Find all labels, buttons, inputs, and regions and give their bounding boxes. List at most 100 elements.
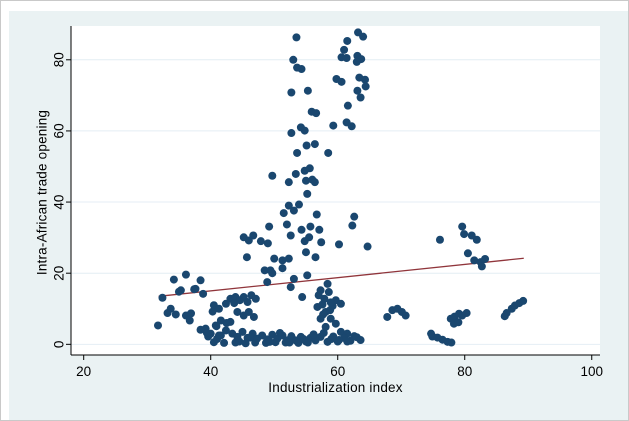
- data-point: [263, 278, 272, 287]
- y-tick-label: 80: [52, 52, 67, 67]
- data-point: [361, 75, 370, 84]
- data-point: [326, 298, 335, 307]
- data-point: [331, 319, 340, 328]
- data-point: [216, 331, 225, 340]
- data-point: [222, 318, 231, 327]
- data-point: [352, 57, 361, 66]
- data-point: [289, 55, 298, 64]
- data-point: [282, 220, 291, 229]
- data-point: [470, 256, 479, 265]
- data-point: [196, 276, 205, 285]
- data-point: [324, 148, 333, 157]
- data-point: [291, 169, 300, 178]
- data-point: [285, 338, 294, 347]
- data-point: [268, 171, 277, 180]
- y-tick-label: 60: [52, 123, 67, 138]
- data-point: [298, 293, 307, 302]
- data-point: [343, 36, 352, 45]
- data-point: [340, 45, 349, 54]
- data-point: [279, 209, 288, 218]
- data-point: [301, 248, 310, 257]
- data-point: [337, 77, 346, 86]
- data-point: [286, 283, 295, 292]
- data-point: [251, 338, 260, 347]
- data-point: [300, 126, 309, 135]
- data-point: [347, 122, 356, 131]
- data-point: [246, 333, 255, 342]
- data-point: [278, 256, 287, 265]
- data-point: [251, 294, 260, 303]
- data-point: [235, 337, 244, 346]
- data-point: [316, 314, 325, 323]
- x-tick-label: 20: [76, 364, 91, 379]
- data-point: [230, 299, 239, 308]
- data-point: [299, 334, 308, 343]
- data-point: [303, 271, 312, 280]
- data-point: [289, 206, 298, 215]
- data-point: [244, 236, 253, 245]
- data-point: [289, 274, 298, 283]
- data-point: [383, 312, 392, 321]
- data-point: [163, 309, 172, 318]
- data-point: [462, 309, 471, 318]
- data-point: [260, 266, 269, 275]
- data-point: [435, 235, 444, 244]
- data-point: [319, 328, 328, 337]
- linear-fit-line: [158, 257, 524, 297]
- data-point: [306, 222, 315, 231]
- data-point: [310, 140, 319, 149]
- data-point: [519, 296, 528, 305]
- data-point: [271, 338, 280, 347]
- data-point: [303, 86, 312, 95]
- data-point: [311, 336, 320, 345]
- data-point: [284, 178, 293, 187]
- data-point: [242, 253, 251, 262]
- data-point: [196, 325, 205, 334]
- data-point: [293, 148, 302, 157]
- data-point: [303, 189, 312, 198]
- data-point: [323, 279, 332, 288]
- data-point: [221, 326, 230, 335]
- x-tick-label: 40: [203, 364, 218, 379]
- data-point: [181, 270, 190, 279]
- data-point: [238, 327, 247, 336]
- data-point: [458, 222, 467, 231]
- data-point: [297, 225, 306, 234]
- data-point: [243, 298, 252, 307]
- data-point: [220, 338, 229, 347]
- data-point: [326, 314, 335, 323]
- data-point: [477, 262, 486, 271]
- data-point: [427, 329, 436, 338]
- data-point: [212, 322, 221, 331]
- data-point: [309, 330, 318, 339]
- data-point: [284, 201, 293, 210]
- data-point: [359, 32, 368, 41]
- data-point: [334, 240, 343, 249]
- data-point: [208, 307, 217, 316]
- data-point: [185, 316, 194, 325]
- data-point: [300, 237, 309, 246]
- data-point: [314, 291, 323, 300]
- data-point: [275, 328, 284, 337]
- data-point: [312, 109, 321, 118]
- data-point: [460, 230, 469, 239]
- data-point: [174, 287, 183, 296]
- data-point: [249, 312, 258, 321]
- data-point: [329, 332, 338, 341]
- data-point: [350, 212, 359, 221]
- data-point: [187, 309, 196, 318]
- data-point: [278, 264, 287, 273]
- data-point: [199, 289, 208, 298]
- data-point: [336, 299, 345, 308]
- data-point: [334, 336, 343, 345]
- data-point: [363, 242, 372, 251]
- y-tick-label: 0: [52, 341, 67, 349]
- data-point: [286, 231, 295, 240]
- data-point: [190, 285, 199, 294]
- data-point: [287, 88, 296, 97]
- x-tick-label: 100: [580, 364, 603, 379]
- data-point: [353, 86, 362, 95]
- data-point: [315, 225, 324, 234]
- data-point: [312, 210, 321, 219]
